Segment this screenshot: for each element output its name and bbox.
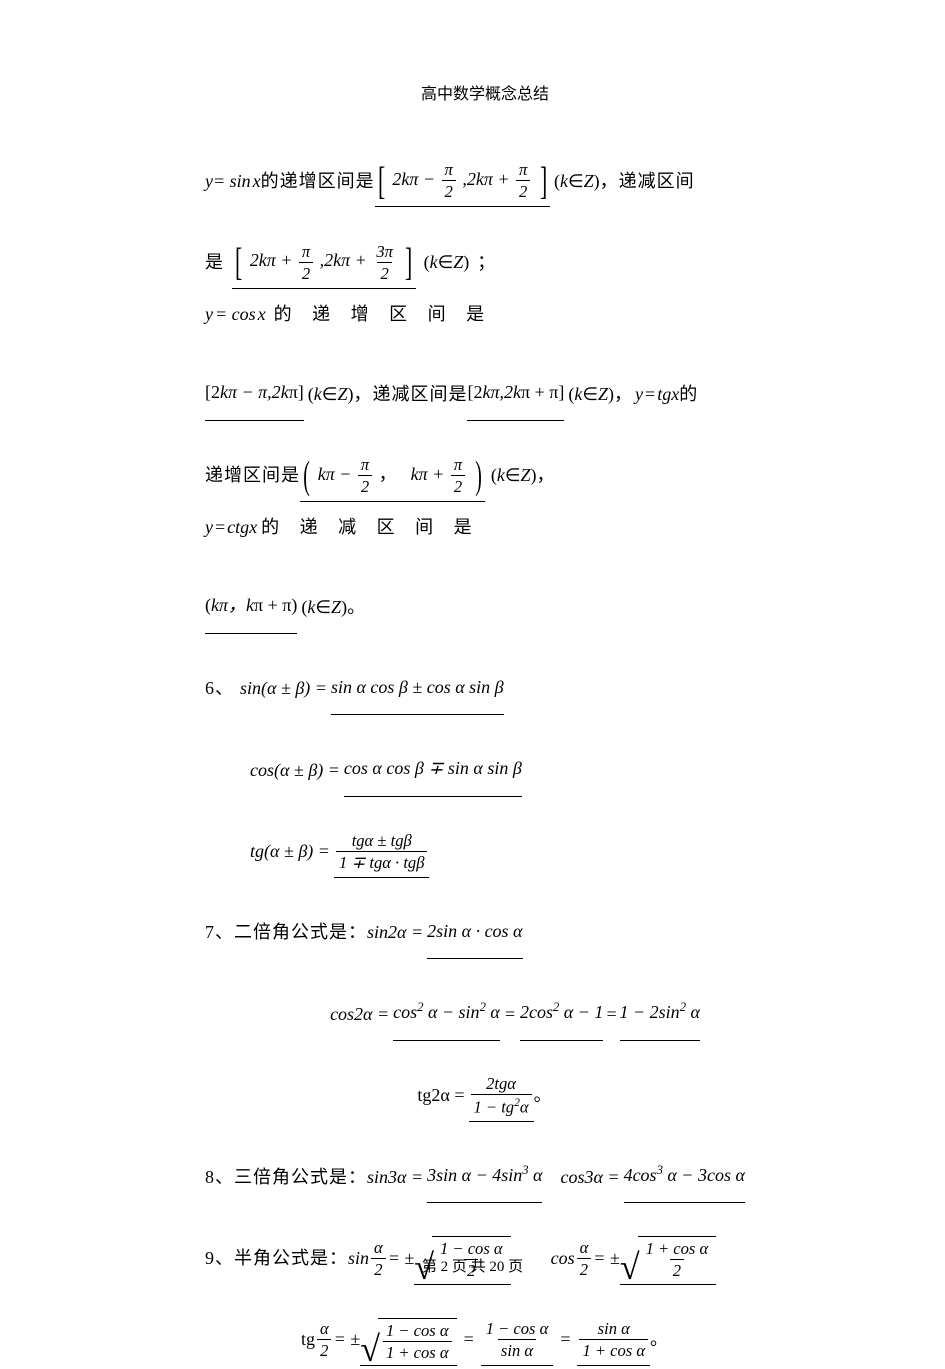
txt: = sin xyxy=(213,156,251,206)
interval-3: [2kπ − π,2kπ] xyxy=(205,367,304,420)
para-1-line-3: [2kπ − π,2kπ] (k∈Z) ，递减区间是 [2kπ,2kπ + π]… xyxy=(205,367,765,420)
header-title: 高中数学概念总结 xyxy=(421,86,549,103)
interval-6: (kπ，kπ + π) xyxy=(205,580,297,633)
formula-cos2a-1: cos2 α − sin2 α xyxy=(393,987,500,1040)
footer-suffix: 页 xyxy=(508,1259,523,1275)
para-1-line-4: 递增区间是 ( kπ − π2 ， kπ + π2 ) (k∈Z) ， y = … xyxy=(205,449,765,553)
footer-mid: 页 共 xyxy=(452,1259,486,1275)
item-6-line-1: 6、 sin(α ± β) = sin α cos β ± cos α sin … xyxy=(205,662,765,715)
para-1-line-2: 是 [ 2kπ + π2 ,2kπ + 3π2 ] ( k ∈ Z ) ； y … xyxy=(205,235,765,339)
txt: 的递增区间是 xyxy=(261,156,375,206)
formula-cos-sum: cos α cos β ∓ sin α sin β xyxy=(344,743,522,796)
interval-4: [2kπ,2kπ + π] xyxy=(467,367,564,420)
interval-5: ( kπ − π2 ， kπ + π2 ) xyxy=(300,449,485,502)
formula-cos2a-2: 2cos2 α − 1 xyxy=(520,987,603,1040)
formula-tg-half-2: 1 − cos αsin α xyxy=(481,1313,554,1366)
formula-tg-half-1: √ 1 − cos α1 + cos α xyxy=(360,1313,456,1366)
formula-sin-sum: sin α cos β ± cos α sin β xyxy=(331,662,504,715)
formula-cos3a: 4cos3 α − 3cos α xyxy=(624,1150,745,1203)
formula-tg-half-3: sin α1 + cos α xyxy=(577,1313,650,1366)
footer-prefix: 第 xyxy=(422,1259,437,1275)
para-1-line-5: (kπ，kπ + π) (k∈Z) 。 xyxy=(205,580,765,633)
para-1-line-1: y = sin x 的递增区间是 [ 2kπ − π2 ,2kπ + π2 ] … xyxy=(205,154,765,207)
item-8: 8、 三倍角公式是： sin3α = 3sin α − 4sin3 α cos3… xyxy=(205,1150,765,1203)
formula-sin3a: 3sin α − 4sin3 α xyxy=(427,1150,542,1203)
txt: x xyxy=(253,156,261,206)
formula-tg-sum: tgα ± tgβ 1 ∓ tgα · tgβ xyxy=(334,825,430,878)
item-9-line-2: tg α2 = ± √ 1 − cos α1 + cos α = 1 − cos… xyxy=(205,1313,765,1366)
interval-1: [ 2kπ − π2 ,2kπ + π2 ] xyxy=(375,154,550,207)
content-body: y = sin x 的递增区间是 [ 2kπ − π2 ,2kπ + π2 ] … xyxy=(205,154,765,1366)
item-7-line-2: cos2α = cos2 α − sin2 α = 2cos2 α − 1 = … xyxy=(205,987,765,1040)
page-footer: 第 2 页 共 20 页 xyxy=(0,1255,945,1276)
page-header: 高中数学概念总结 xyxy=(205,80,765,104)
footer-total: 20 xyxy=(489,1259,504,1275)
footer-page: 2 xyxy=(441,1259,449,1275)
formula-sin2a: 2sin α · cos α xyxy=(427,906,522,959)
item-7-line-1: 7、 二倍角公式是： sin2α = 2sin α · cos α xyxy=(205,906,765,959)
item-6-line-3: tg (α ± β) = tgα ± tgβ 1 ∓ tgα · tgβ xyxy=(205,825,765,878)
interval-2: [ 2kπ + π2 ,2kπ + 3π2 ] xyxy=(232,235,416,288)
formula-cos2a-3: 1 − 2sin2 α xyxy=(620,987,700,1040)
item-7-line-3: tg2α = 2tgα 1 − tg2α 。 xyxy=(205,1069,765,1122)
txt: y xyxy=(205,156,213,206)
item-6-line-2: cos(α ± β) = cos α cos β ∓ sin α sin β xyxy=(205,743,765,796)
formula-tg2a: 2tgα 1 − tg2α xyxy=(469,1069,534,1122)
